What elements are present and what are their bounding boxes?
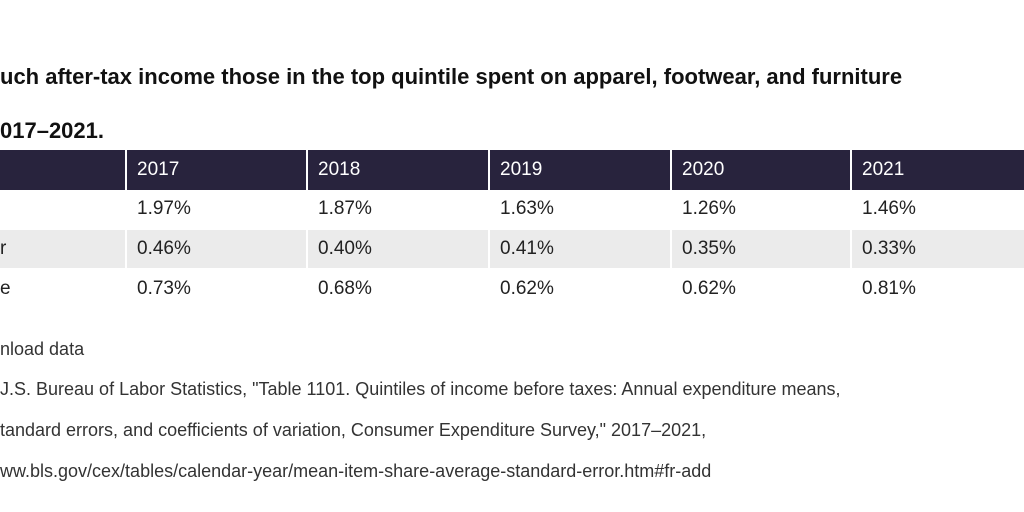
column-header: 2019 <box>500 159 543 180</box>
download-link[interactable]: nload data <box>0 339 85 359</box>
source-line: tandard errors, and coefficients of vari… <box>0 420 707 440</box>
column-header: 2017 <box>137 159 180 180</box>
cell-value: 1.97% <box>137 198 191 219</box>
separator <box>125 150 127 270</box>
cell-value: 0.73% <box>137 278 191 299</box>
cell-value: 0.41% <box>500 238 554 259</box>
cell-value: 1.26% <box>682 198 736 219</box>
row-label: r <box>0 238 7 259</box>
cell-value: 0.35% <box>682 238 736 259</box>
separator <box>850 150 852 270</box>
separator <box>488 150 490 270</box>
cell-value: 0.33% <box>862 238 916 259</box>
title: 017–2021. <box>0 118 104 143</box>
title: uch after-tax income those in the top qu… <box>0 64 903 89</box>
source-line: ww.bls.gov/cex/tables/calendar-year/mean… <box>0 461 712 481</box>
row-bg <box>0 230 1024 268</box>
cell-value: 0.40% <box>318 238 372 259</box>
source-line: J.S. Bureau of Labor Statistics, "Table … <box>0 379 841 399</box>
header-row <box>0 150 1024 190</box>
row-label: e <box>0 278 11 299</box>
cell-value: 0.68% <box>318 278 372 299</box>
column-header: 2018 <box>318 159 361 180</box>
cell-value: 0.62% <box>682 278 736 299</box>
cell-value: 1.46% <box>862 198 916 219</box>
cell-value: 0.81% <box>862 278 916 299</box>
separator <box>670 150 672 270</box>
separator <box>306 150 308 270</box>
cell-value: 0.46% <box>137 238 191 259</box>
cell-value: 0.62% <box>500 278 554 299</box>
column-header: 2021 <box>862 159 905 180</box>
column-header: 2020 <box>682 159 725 180</box>
cell-value: 1.63% <box>500 198 554 219</box>
cell-value: 1.87% <box>318 198 372 219</box>
